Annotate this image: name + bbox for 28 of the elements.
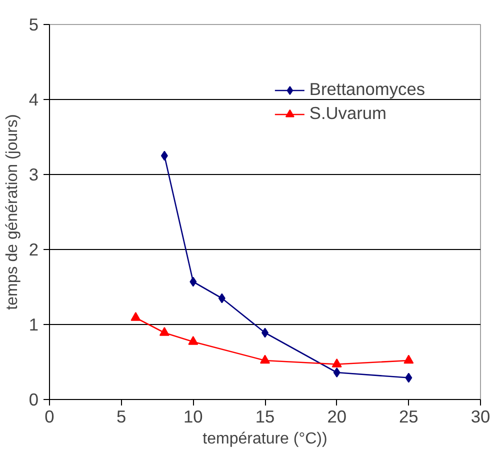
- y-tick-label: 4: [28, 90, 39, 110]
- y-tick-label: 0: [28, 390, 39, 410]
- point: [260, 354, 270, 364]
- x-tick-label: 25: [399, 406, 418, 426]
- point: [218, 293, 226, 304]
- x-tick-label: 30: [470, 406, 490, 426]
- legend-label: S.Uvarum: [309, 103, 386, 124]
- y-tick-label: 3: [28, 164, 39, 184]
- x-tick-label: 0: [44, 406, 54, 426]
- x-tick-label: 20: [327, 406, 346, 426]
- y-axis-title: temps de génération (jours): [4, 114, 21, 310]
- point: [130, 312, 141, 321]
- point: [188, 336, 198, 345]
- y-tick-label: 5: [28, 14, 39, 34]
- x-axis-title: température (°C)): [202, 430, 328, 448]
- point: [333, 368, 340, 378]
- y-tick-label: 1: [28, 314, 39, 334]
- y-tick-label: 2: [28, 240, 39, 260]
- point: [190, 276, 197, 287]
- point: [160, 150, 168, 161]
- point: [332, 358, 342, 368]
- x-tick-label: 10: [184, 406, 203, 426]
- legend-label: Brettanomyces: [309, 79, 425, 100]
- x-tick-label: 5: [116, 406, 126, 426]
- point: [159, 327, 170, 336]
- point: [404, 354, 414, 364]
- point: [405, 372, 412, 383]
- x-tick-label: 15: [255, 406, 275, 426]
